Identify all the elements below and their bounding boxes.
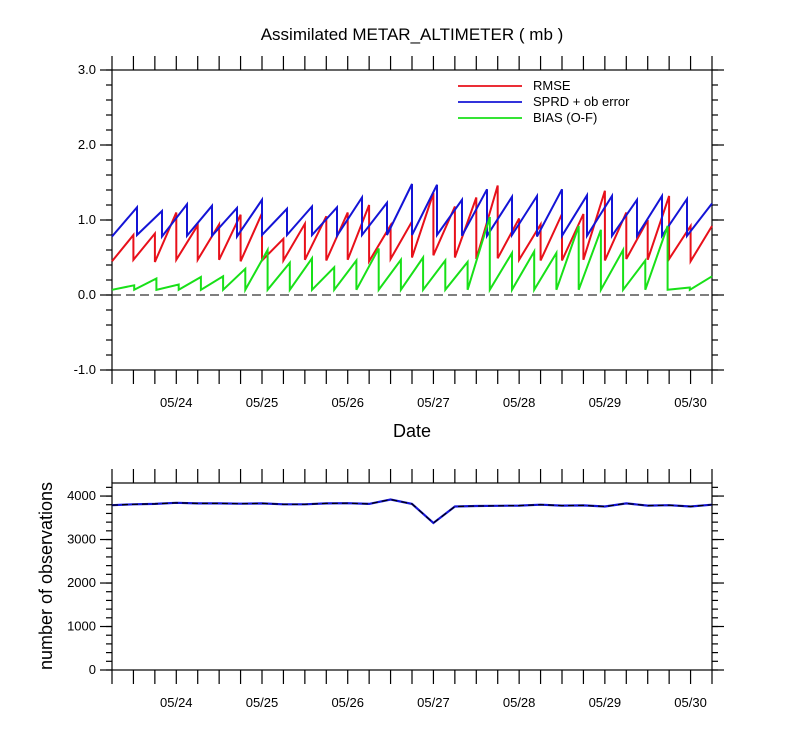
top-xtick-label-5: 05/29	[589, 395, 622, 410]
bottom-ytick-label-1: 1000	[67, 619, 96, 634]
bottom-xtick-label-1: 05/25	[246, 695, 279, 710]
bottom-xtick-label-0: 05/24	[160, 695, 193, 710]
top-xtick-label-0: 05/24	[160, 395, 193, 410]
bottom-xtick-label-5: 05/29	[589, 695, 622, 710]
bottom-ytick-label-2: 2000	[67, 575, 96, 590]
top-series-group	[111, 183, 713, 296]
legend-sprd-label: SPRD + ob error	[533, 94, 630, 109]
top-xtick-label-1: 05/25	[246, 395, 279, 410]
top-axes: -1.0 0.0 1.0 2.0 3.0 05/24 05/25 05/26 05/27 05/2…	[74, 56, 724, 410]
legend-rmse-label: RMSE	[533, 78, 571, 93]
series-line-rmse	[111, 185, 713, 265]
chart-title: Assimilated METAR_ALTIMETER ( mb )	[261, 25, 564, 44]
series-line-sprd	[111, 183, 713, 240]
legend: RMSE SPRD + ob error BIAS (O-F)	[458, 78, 630, 125]
top-ytick-label-4: 3.0	[78, 62, 96, 77]
top-xtick-label-3: 05/27	[417, 395, 450, 410]
bottom-plot-frame	[111, 482, 713, 671]
bottom-series-group	[111, 498, 713, 525]
top-xtick-label-2: 05/26	[331, 395, 364, 410]
bottom-xtick-label-4: 05/28	[503, 695, 536, 710]
series-line-bias	[111, 216, 713, 294]
bottom-xtick-label-3: 05/27	[417, 695, 450, 710]
top-xtick-label-6: 05/30	[674, 395, 707, 410]
top-xtick-label-4: 05/28	[503, 395, 536, 410]
bottom-xtick-label-2: 05/26	[331, 695, 364, 710]
top-ytick-label-2: 1.0	[78, 212, 96, 227]
x-axis-label: Date	[393, 421, 431, 441]
bottom-ytick-label-0: 0	[89, 662, 96, 677]
bottom-axes: 0 1000 2000 3000 4000 05/24 05/25 05/26 05/27 05/…	[67, 469, 724, 710]
top-ytick-label-1: 0.0	[78, 287, 96, 302]
top-ytick-label-3: 2.0	[78, 137, 96, 152]
bottom-ytick-label-4: 4000	[67, 488, 96, 503]
observations-line-used	[111, 498, 713, 524]
y-axis-label-observations: number of observations	[36, 482, 56, 670]
bottom-xtick-label-6: 05/30	[674, 695, 707, 710]
bottom-ytick-label-3: 3000	[67, 532, 96, 547]
top-ytick-label-0: -1.0	[74, 362, 96, 377]
legend-bias-label: BIAS (O-F)	[533, 110, 597, 125]
